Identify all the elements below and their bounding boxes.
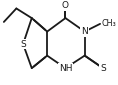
Text: S: S <box>100 64 106 73</box>
Text: CH₃: CH₃ <box>101 19 116 28</box>
Text: S: S <box>20 40 26 49</box>
Text: O: O <box>62 1 69 10</box>
Text: NH: NH <box>59 64 72 73</box>
Text: N: N <box>81 27 88 36</box>
